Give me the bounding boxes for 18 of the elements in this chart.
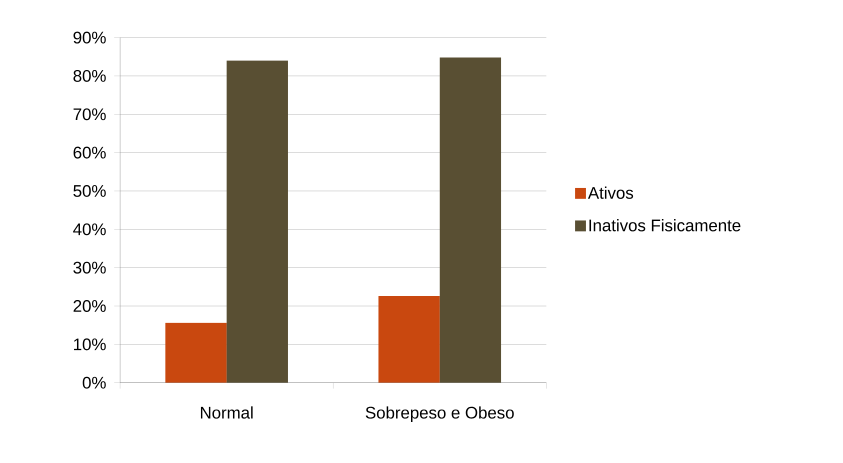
- x-tick-label: Normal: [200, 406, 253, 419]
- y-tick-label: 0%: [82, 376, 106, 389]
- y-tick-label: 50%: [73, 185, 106, 198]
- y-tick-label: 40%: [73, 223, 106, 236]
- y-tick-label: 20%: [74, 300, 106, 312]
- legend-label: Ativos: [588, 186, 634, 199]
- y-tick-label: 80%: [73, 70, 106, 82]
- bar: [226, 60, 288, 383]
- bar: [440, 58, 502, 383]
- y-tick-label: 10%: [74, 338, 106, 350]
- legend-label: Inativos Fisicamente: [589, 219, 740, 232]
- bar: [378, 296, 440, 383]
- y-tick-label: 70%: [74, 108, 106, 120]
- y-tick-label: 60%: [74, 146, 106, 159]
- y-tick-label: 30%: [73, 262, 106, 274]
- x-tick-label: Sobrepeso e Obeso: [366, 406, 514, 422]
- bar: [165, 322, 227, 383]
- y-tick-label: 90%: [74, 32, 106, 44]
